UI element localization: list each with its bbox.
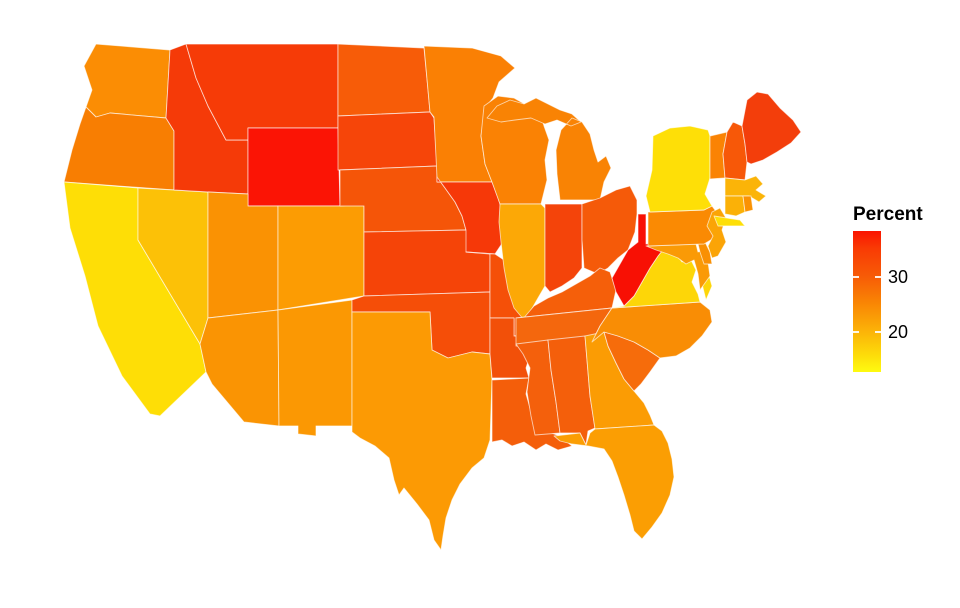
state-SD	[337, 111, 438, 171]
state-ME	[741, 91, 802, 165]
state-RI	[742, 195, 754, 213]
state-OR	[63, 106, 175, 191]
state-FL	[553, 424, 675, 540]
state-TX	[351, 311, 493, 551]
state-NY	[645, 125, 746, 227]
state-NC	[591, 301, 713, 359]
state-MD	[645, 243, 711, 291]
state-CO	[277, 203, 365, 311]
color-legend: Percent 30 20	[840, 204, 955, 404]
state-WA	[83, 43, 171, 119]
state-AZ	[199, 309, 280, 427]
state-WY	[247, 127, 341, 207]
state-NM	[277, 299, 353, 437]
legend-tick-mark	[875, 331, 881, 334]
legend-title: Percent	[853, 204, 923, 225]
state-IN	[544, 203, 583, 293]
legend-tick-mark	[853, 331, 859, 334]
legend-tick-label: 30	[888, 266, 909, 287]
legend-tick-mark	[875, 275, 881, 278]
state-WI	[480, 95, 550, 205]
legend-gradient-bar	[853, 231, 881, 372]
legend-tick-mark	[853, 275, 859, 278]
state-CT	[724, 195, 746, 217]
state-MI	[486, 97, 612, 201]
state-ND	[337, 43, 431, 117]
state-UT	[207, 191, 279, 319]
legend-tick-label: 20	[888, 322, 909, 343]
state-OH	[581, 185, 638, 275]
